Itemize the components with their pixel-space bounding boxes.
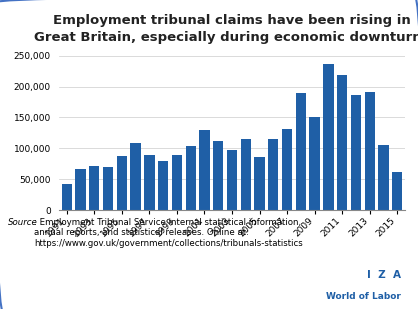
Bar — [103, 167, 113, 210]
Bar — [172, 154, 182, 210]
Text: Source: Source — [8, 218, 38, 227]
Bar — [309, 117, 320, 210]
Bar — [364, 92, 375, 210]
Bar — [89, 166, 99, 210]
Bar — [227, 150, 237, 210]
Text: I  Z  A: I Z A — [367, 270, 401, 280]
Bar — [130, 143, 141, 210]
Text: : Employment Tribunal Service internal statistical information,
annual reports, : : Employment Tribunal Service internal s… — [34, 218, 303, 248]
Bar — [144, 155, 155, 210]
Bar — [255, 157, 265, 210]
Bar — [392, 172, 403, 210]
Bar — [351, 95, 361, 210]
Bar — [117, 156, 127, 210]
Bar — [213, 141, 223, 210]
Bar — [186, 146, 196, 210]
Bar — [323, 64, 334, 210]
Text: World of Labor: World of Labor — [326, 292, 401, 301]
Bar — [282, 129, 292, 210]
Bar — [296, 93, 306, 210]
Bar — [337, 75, 347, 210]
Bar — [268, 139, 278, 210]
Bar — [378, 145, 389, 210]
Title: Employment tribunal claims have been rising in
Great Britain, especially during : Employment tribunal claims have been ris… — [34, 14, 418, 44]
Bar — [75, 169, 86, 210]
Bar — [241, 139, 251, 210]
Bar — [158, 161, 168, 210]
Bar — [61, 184, 72, 210]
Bar — [199, 130, 209, 210]
